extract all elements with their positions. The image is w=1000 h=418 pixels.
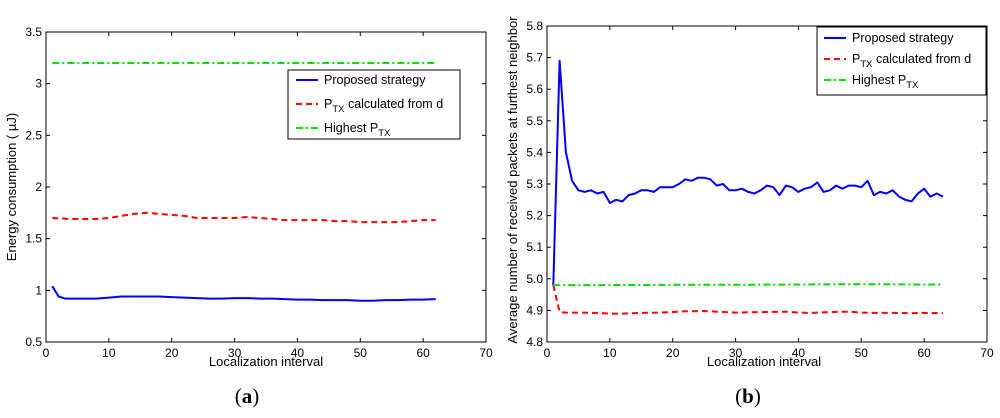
x-tick-label: 30 xyxy=(228,346,242,360)
y-tick-label: 2 xyxy=(35,180,42,194)
y-tick-label: 5.5 xyxy=(526,114,543,128)
legend-label-tail: calculated from d xyxy=(872,52,971,66)
series-line-3 xyxy=(553,283,943,287)
chart-a: 0 10 20 30 40 50 60 70 0.5 1 1.5 2 2.5 3 3.5 Localizat… xyxy=(4,25,493,408)
series-lines-a xyxy=(51,62,436,302)
y-tick-label: 0.5 xyxy=(25,335,42,349)
y-tick-label: 5.3 xyxy=(526,177,543,191)
x-tick-label: 70 xyxy=(980,346,994,360)
x-tick-label: 50 xyxy=(855,346,869,360)
x-tick-label: 20 xyxy=(666,346,680,360)
x-tick-label: 40 xyxy=(291,346,305,360)
x-tick-label: 10 xyxy=(603,346,617,360)
x-tick-label: 60 xyxy=(917,346,931,360)
y-tick-label: 4.8 xyxy=(526,335,543,349)
x-axis-label-b: Localization interval xyxy=(707,354,821,369)
series-line-1 xyxy=(552,59,944,286)
y-tick-label: 1.5 xyxy=(25,232,42,246)
y-tick-label: 4.9 xyxy=(526,303,543,317)
panel-letter-b: b xyxy=(742,384,754,408)
y-tick-label: 1 xyxy=(35,283,42,297)
legend-label-main: Proposed strategy xyxy=(852,31,954,45)
y-axis-label-b: Average number of received packets at fu… xyxy=(505,16,520,344)
x-tick-label: 50 xyxy=(354,346,368,360)
y-axis-label-a: Energy consumption ( µJ) xyxy=(4,113,19,261)
y-tick-label: 2.5 xyxy=(25,128,42,142)
y-tick-label: 5.6 xyxy=(526,82,543,96)
x-axis-label-a: Localization interval xyxy=(209,354,323,369)
x-tick-label: 60 xyxy=(416,346,430,360)
legend-label-main: Highest P xyxy=(324,121,378,135)
series-lines-b xyxy=(552,59,944,315)
panel-label-a: (a) xyxy=(235,384,260,408)
legend-label-sub: TX xyxy=(332,104,345,115)
x-tick-label: 0 xyxy=(43,346,50,360)
x-tick-label: 10 xyxy=(102,346,116,360)
x-tick-label: 20 xyxy=(165,346,179,360)
legend-label-main: P xyxy=(324,97,332,111)
y-tick-label: 5.8 xyxy=(526,19,543,33)
legend-label-main: Highest P xyxy=(852,73,906,87)
x-tick-label: 40 xyxy=(792,346,806,360)
legend-label-2: PTX calculated from d xyxy=(852,52,971,70)
series-line-2 xyxy=(52,211,436,224)
panel-label-b: (b) xyxy=(735,384,761,408)
y-tick-label: 5.2 xyxy=(526,209,543,223)
legend-label-sub: TX xyxy=(860,59,873,70)
x-tick-label: 30 xyxy=(729,346,743,360)
legend-label-main: P xyxy=(852,52,860,66)
legend-label-1: Proposed strategy xyxy=(324,73,426,87)
legend-label-2: PTX calculated from d xyxy=(324,97,443,115)
panel-letter-a: a xyxy=(242,384,253,408)
y-tick-label: 5.7 xyxy=(526,51,543,65)
chart-b: 0 10 20 30 40 50 60 70 4.8 4.9 5.0 5.1 5.2 5.3 5.4 5.5 5… xyxy=(505,16,994,408)
y-tick-label: 5.0 xyxy=(526,272,543,286)
legend-label-main: Proposed strategy xyxy=(324,73,426,87)
y-tick-label: 5.4 xyxy=(526,145,543,159)
x-tick-label: 0 xyxy=(544,346,551,360)
x-tick-label: 70 xyxy=(479,346,493,360)
y-tick-label: 3.5 xyxy=(25,25,42,39)
ticks-a: 0 10 20 30 40 50 60 70 0.5 1 1.5 2 2.5 3 3.5 xyxy=(25,25,493,360)
legend-label-1: Proposed strategy xyxy=(852,31,954,45)
y-tick-label: 5.1 xyxy=(526,240,543,254)
ticks-b: 0 10 20 30 40 50 60 70 4.8 4.9 5.0 5.1 5.2 5.3 5.4 5.5 5… xyxy=(526,19,994,360)
y-tick-label: 3 xyxy=(35,77,42,91)
legend-label-3: Highest PTX xyxy=(852,73,919,91)
series-line-1 xyxy=(51,285,436,302)
legend-label-3: Highest PTX xyxy=(324,121,391,139)
legend-label-sub: TX xyxy=(378,128,391,139)
series-line-2 xyxy=(552,284,944,315)
legend-label-sub: TX xyxy=(906,80,919,91)
legend-label-tail: calculated from d xyxy=(344,97,443,111)
